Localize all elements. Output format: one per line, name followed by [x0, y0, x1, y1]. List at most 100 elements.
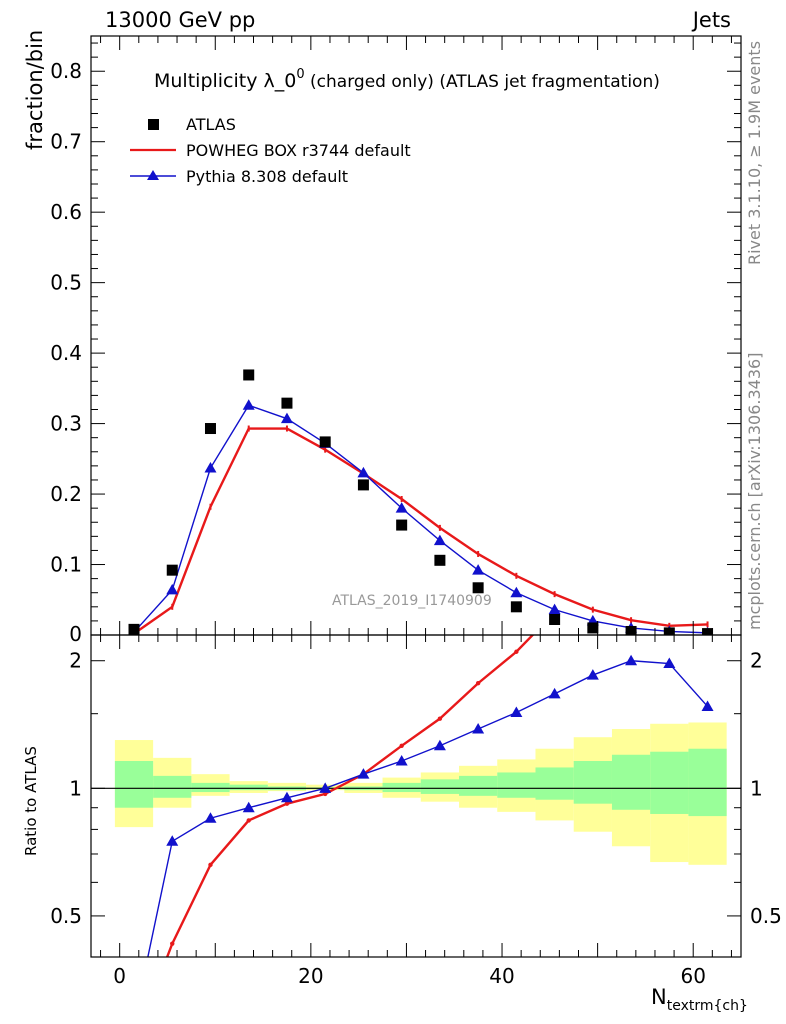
main-pythia-point: [242, 399, 255, 410]
ratio-stat-band: [459, 775, 498, 796]
main-atlas-point: [510, 601, 522, 613]
side-label-rivet: Rivet 3.1.10, ≥ 1.9M events: [745, 41, 764, 265]
ratio-bands: [91, 722, 741, 865]
ratio-pythia-point: [204, 812, 217, 823]
ratio-stat-band: [688, 748, 727, 817]
main-pythia-point: [433, 534, 446, 546]
ratio-y-tick-label: 2: [69, 649, 82, 673]
x-axis-label-main: N: [651, 985, 667, 1009]
main-y-axis-label: fraction/bin: [23, 30, 47, 150]
ratio-x-tick-label: 20: [298, 964, 323, 988]
ratio-pythia-point: [357, 768, 370, 779]
legend-label-pythia: Pythia 8.308 default: [186, 167, 348, 186]
main-atlas-point: [625, 625, 637, 635]
ratio-x-tick-label: 40: [489, 964, 514, 988]
main-powheg-line: [133, 427, 708, 635]
main-y-tick-label: 0.2: [50, 482, 82, 506]
main-y-tick-label-zero: 0: [69, 622, 82, 646]
ratio-x-tick-label: 60: [680, 964, 705, 988]
side-label-mcplots: mcplots.cern.ch [arXiv:1306.3436]: [745, 353, 764, 630]
main-y-tick-label: 0.7: [50, 130, 82, 154]
ratio-pythia-point: [625, 654, 638, 666]
ratio-frame: [90, 634, 742, 958]
header-right: Jets: [691, 8, 731, 32]
ratio-pythia-point: [433, 739, 446, 751]
main-pythia-point: [395, 502, 408, 513]
chart-title: Multiplicity λ_00 (charged only) (ATLAS …: [154, 67, 660, 92]
main-atlas-point: [319, 436, 331, 448]
header-left: 13000 GeV pp: [105, 8, 255, 32]
ratio-pythia-point: [510, 706, 523, 717]
main-data: [128, 369, 714, 635]
ratio-stat-band: [191, 782, 230, 793]
main-atlas-point: [434, 554, 446, 566]
ratio-y-tick-label: 1: [69, 776, 82, 800]
main-pythia-point: [280, 412, 293, 424]
ratio-stat-band: [573, 761, 612, 804]
main-y-tick-label: 0.6: [50, 200, 82, 224]
ratio-x-tick-label: 0: [113, 964, 126, 988]
main-atlas-point: [357, 479, 369, 491]
ratio-stat-band: [650, 751, 689, 814]
ratio-pythia-point: [280, 791, 293, 803]
ratio-y-tick-label-right: 2: [750, 649, 763, 673]
chart-title-sup: 0: [296, 67, 304, 82]
ratio-pythia-point: [166, 835, 179, 846]
ratio-pythia-point: [319, 782, 332, 793]
main-pythia-point: [472, 564, 485, 575]
ratio-stat-band: [114, 761, 154, 808]
main-atlas-point: [166, 564, 178, 576]
main-atlas-point: [128, 623, 140, 635]
ratio-stat-band: [611, 754, 651, 810]
main-y-tick-label: 0.8: [50, 59, 82, 83]
main-atlas-point: [702, 628, 714, 635]
ratio-pythia-point: [663, 657, 676, 669]
ratio-powheg-point: [246, 818, 251, 823]
watermark: ATLAS_2019_I1740909: [332, 593, 492, 609]
legend-label-powheg: POWHEG BOX r3744 default: [186, 141, 411, 160]
chart-title-main: Multiplicity λ_0: [154, 70, 296, 92]
ratio-stat-band: [535, 767, 574, 800]
ratio-pythia-point: [395, 755, 408, 766]
x-axis-label-sub: textrm{ch}: [667, 998, 748, 1014]
main-atlas-point: [472, 582, 484, 594]
ratio-powheg-line: [165, 635, 535, 957]
main-atlas-point: [204, 423, 216, 435]
main-atlas-point: [396, 519, 408, 531]
main-pythia-point: [510, 586, 523, 598]
ratio-pythia-line: [147, 660, 709, 957]
ratio-stat-band: [420, 779, 460, 794]
main-pythia-point: [166, 583, 179, 595]
ratio-pythia-point: [586, 669, 599, 680]
ratio-stat-band: [153, 775, 192, 798]
ratio-y-axis-label: Ratio to ATLAS: [22, 746, 40, 856]
ratio-powheg-point: [284, 801, 290, 806]
ratio-y-tick-label: 0.5: [50, 904, 82, 928]
legend: ATLAS POWHEG BOX r3744 default Pythia 8.…: [130, 115, 411, 186]
ratio-powheg-point: [170, 941, 175, 946]
ratio-axes: 0.5 0.51 12 20 20 40 60: [50, 635, 782, 988]
ratio-powheg-point: [399, 743, 404, 748]
ratio-pythia-point: [128, 1017, 140, 1024]
ratio-pythia-point: [242, 801, 255, 813]
main-y-tick-label: 0.1: [50, 553, 82, 577]
ratio-pythia-point: [472, 723, 485, 734]
legend-label-atlas: ATLAS: [186, 115, 236, 134]
main-atlas-point: [587, 622, 599, 634]
main-y-tick-label: 0.4: [50, 341, 82, 365]
ratio-stat-band: [382, 782, 421, 793]
legend-marker-pythia: [147, 170, 159, 180]
ratio-powheg-point: [514, 649, 519, 654]
main-atlas-point: [663, 627, 675, 635]
main-atlas-point: [281, 397, 293, 409]
ratio-powheg-point: [437, 716, 443, 721]
main-atlas-point: [243, 369, 255, 381]
ratio-stat-band: [229, 784, 268, 791]
main-pythia-point: [357, 466, 370, 478]
ratio-powheg-point: [475, 681, 481, 686]
main-pythia-point: [548, 603, 561, 615]
ratio-stat-band: [497, 772, 536, 798]
main-y-tick-label: 0.3: [50, 412, 82, 436]
ratio-pythia-point: [548, 687, 561, 699]
